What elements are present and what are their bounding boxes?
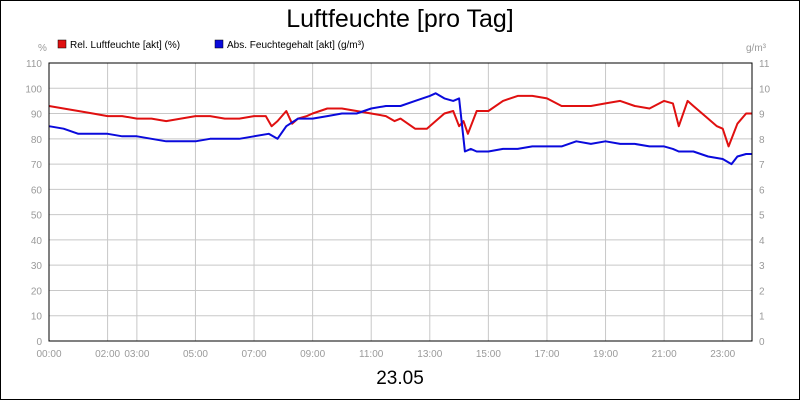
x-tick-label: 21:00 bbox=[652, 349, 677, 360]
x-tick-label: 05:00 bbox=[183, 349, 208, 360]
y-left-tick-label: 30 bbox=[31, 261, 43, 272]
y-left-tick-labels: 0 10 20 30 40 50 60 70 80 90 100 110 bbox=[25, 59, 42, 348]
legend-label: Rel. Luftfeuchte [akt] (%) bbox=[70, 40, 180, 51]
y-right-tick-label: 3 bbox=[759, 261, 765, 272]
y-right-tick-label: 6 bbox=[759, 185, 765, 196]
y-right-tick-label: 0 bbox=[759, 337, 765, 348]
x-tick-label: 03:00 bbox=[124, 349, 149, 360]
x-tick-label: 00:00 bbox=[36, 349, 61, 360]
y-left-tick-label: 50 bbox=[31, 211, 43, 222]
y-left-unit-label: % bbox=[38, 43, 47, 54]
series-line-2 bbox=[48, 92, 752, 166]
chart-title: Luftfeuchte [pro Tag] bbox=[286, 5, 513, 33]
y-left-tick-label: 10 bbox=[31, 312, 43, 323]
x-tick-label: 23:00 bbox=[710, 349, 735, 360]
y-left-tick-label: 70 bbox=[31, 160, 43, 171]
y-left-tick-label: 100 bbox=[25, 84, 42, 95]
y-right-tick-label: 10 bbox=[759, 84, 771, 95]
y-right-tick-label: 4 bbox=[759, 236, 765, 247]
series-lines bbox=[48, 92, 752, 166]
y-left-tick-label: 0 bbox=[36, 337, 42, 348]
x-tick-label: 17:00 bbox=[534, 349, 559, 360]
x-tick-label: 13:00 bbox=[417, 349, 442, 360]
y-left-tick-label: 90 bbox=[31, 110, 43, 121]
y-right-tick-label: 7 bbox=[759, 160, 765, 171]
y-left-tick-label: 20 bbox=[31, 286, 43, 297]
y-left-tick-label: 40 bbox=[31, 236, 43, 247]
x-tick-label: 11:00 bbox=[359, 349, 384, 360]
date-label: 23.05 bbox=[376, 368, 424, 389]
y-left-tick-label: 110 bbox=[26, 59, 42, 70]
x-tick-label: 09:00 bbox=[300, 349, 325, 360]
y-right-tick-label: 11 bbox=[759, 59, 770, 70]
legend: Rel. Luftfeuchte [akt] (%) Abs. Feuchtege… bbox=[57, 39, 364, 51]
x-tick-labels: 00:00 02:00 03:00 05:00 07:00 09:00 11:00 13:00… bbox=[36, 349, 735, 360]
legend-label: Abs. Feuchtegehalt [akt] (g/m³) bbox=[227, 40, 364, 51]
y-left-tick-label: 60 bbox=[31, 185, 43, 196]
x-tick-label: 19:00 bbox=[593, 349, 618, 360]
y-right-tick-label: 5 bbox=[759, 211, 765, 222]
y-right-unit-label: g/m³ bbox=[746, 43, 767, 54]
y-right-tick-labels: 0 1 2 3 4 5 6 7 8 9 10 11 bbox=[759, 59, 771, 348]
series-line-1 bbox=[48, 94, 752, 148]
y-right-tick-label: 1 bbox=[759, 312, 765, 323]
x-tick-label: 02:00 bbox=[95, 349, 120, 360]
x-tick-label: 07:00 bbox=[242, 349, 267, 360]
x-tick-label: 15:00 bbox=[476, 349, 501, 360]
y-left-tick-label: 80 bbox=[31, 135, 43, 146]
y-right-tick-label: 2 bbox=[759, 286, 765, 297]
y-right-tick-label: 9 bbox=[759, 110, 765, 121]
plot-area-border bbox=[48, 62, 753, 342]
y-right-tick-label: 8 bbox=[759, 135, 765, 146]
legend-swatch bbox=[57, 39, 67, 49]
legend-swatch bbox=[214, 39, 224, 49]
grid-lines bbox=[48, 62, 752, 342]
